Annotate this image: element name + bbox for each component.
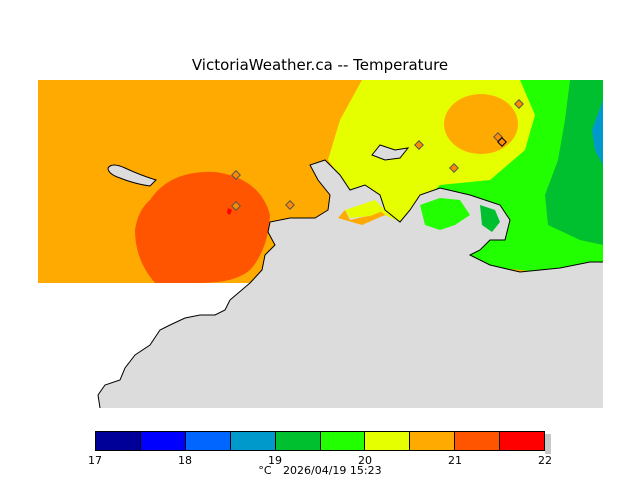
- contour-red-orange: [135, 171, 270, 283]
- legend-tick: 22: [538, 454, 552, 467]
- legend-swatch: [365, 432, 411, 450]
- contour-dark-green: [545, 80, 603, 245]
- station-red[interactable]: [227, 208, 232, 215]
- station-marker[interactable]: [414, 140, 424, 150]
- land-area: [98, 160, 603, 408]
- station-marker[interactable]: [285, 200, 295, 210]
- map-title: VictoriaWeather.ca -- Temperature: [191, 56, 449, 74]
- water-bay: [480, 205, 500, 232]
- legend-tick: 21: [448, 454, 462, 467]
- coastline: [97, 159, 603, 409]
- station-marker[interactable]: [497, 137, 507, 147]
- legend-swatch: [96, 432, 141, 450]
- legend-tick: 17: [88, 454, 102, 467]
- timestamp: 2026/04/19 15:23: [283, 464, 382, 477]
- legend-tick: 18: [178, 454, 192, 467]
- legend-footer: °C 2026/04/19 15:23: [0, 464, 640, 477]
- legend-swatch: [140, 432, 186, 450]
- legend-swatch: [410, 432, 456, 450]
- unit-label: °C: [258, 464, 272, 477]
- station-markers: [227, 99, 524, 215]
- water-channel: [345, 200, 385, 218]
- color-legend: [95, 431, 545, 451]
- legend-swatch: [455, 432, 501, 450]
- legend-shadow: [545, 434, 551, 454]
- station-marker[interactable]: [231, 201, 241, 211]
- contour-orange-blob: [444, 94, 518, 154]
- contour-teal: [592, 100, 603, 165]
- legend-tick: 20: [358, 454, 372, 467]
- legend-swatch: [500, 432, 545, 450]
- legend-swatch: [230, 432, 276, 450]
- station-marker[interactable]: [449, 163, 459, 173]
- legend-swatch: [320, 432, 366, 450]
- legend-swatch: [185, 432, 231, 450]
- island-north: [371, 144, 410, 161]
- legend-tick: 19: [268, 454, 282, 467]
- station-marker[interactable]: [231, 170, 241, 180]
- water-inlet: [420, 198, 470, 230]
- legend-swatch: [275, 432, 321, 450]
- island-west: [107, 164, 157, 187]
- station-marker[interactable]: [514, 99, 524, 109]
